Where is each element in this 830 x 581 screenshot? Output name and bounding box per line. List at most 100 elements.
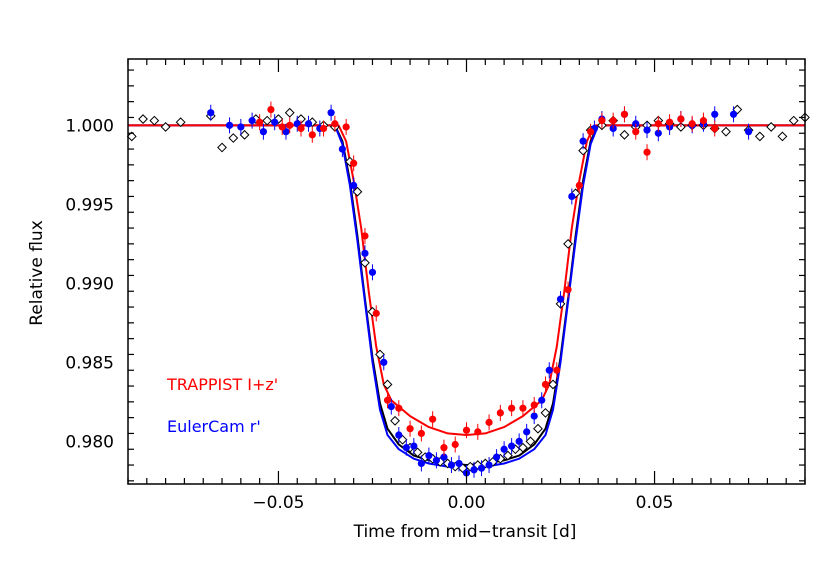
data-point bbox=[327, 109, 335, 117]
data-point bbox=[256, 118, 264, 126]
data-point bbox=[440, 444, 448, 452]
data-point-diamond bbox=[570, 188, 581, 199]
data-point-diamond bbox=[412, 447, 423, 458]
data-point bbox=[440, 453, 448, 461]
data-point bbox=[711, 124, 719, 133]
data-point bbox=[286, 121, 294, 129]
data-point bbox=[545, 366, 553, 374]
data-point bbox=[319, 124, 328, 133]
data-point bbox=[654, 120, 662, 128]
data-point-diamond bbox=[382, 379, 393, 390]
data-point bbox=[395, 431, 403, 439]
data-point bbox=[609, 117, 617, 125]
data-point bbox=[485, 418, 493, 426]
data-point bbox=[410, 442, 418, 450]
y-tick-label: 0.980 bbox=[65, 432, 114, 452]
data-point bbox=[350, 181, 358, 189]
data-point bbox=[530, 412, 538, 420]
data-point bbox=[350, 159, 358, 167]
data-point bbox=[297, 124, 305, 133]
data-point bbox=[267, 105, 275, 114]
data-point bbox=[338, 145, 346, 153]
data-point-diamond bbox=[721, 126, 731, 137]
data-point bbox=[425, 451, 433, 460]
data-point bbox=[556, 295, 565, 303]
data-point bbox=[643, 126, 651, 134]
data-point-diamond bbox=[138, 114, 148, 124]
data-point bbox=[541, 380, 550, 389]
axes: −0.05 0.00 0.05 0.980 0.985 0.990 0.995 1.000 bbox=[65, 58, 806, 513]
data-point bbox=[688, 120, 696, 128]
data-point bbox=[496, 409, 504, 417]
x-axis-title: Time from mid−transit [d] bbox=[353, 522, 577, 542]
data-point bbox=[632, 128, 640, 136]
data-point bbox=[666, 118, 674, 126]
data-point bbox=[417, 429, 425, 438]
data-point bbox=[237, 123, 245, 131]
data-point bbox=[402, 444, 410, 452]
data-point-diamond bbox=[540, 407, 551, 418]
data-point bbox=[361, 249, 369, 257]
data-point bbox=[331, 120, 339, 128]
data-point bbox=[259, 128, 267, 136]
data-point-diamond bbox=[732, 104, 743, 115]
data-point bbox=[474, 428, 482, 436]
data-point-diamond bbox=[262, 115, 273, 126]
data-point bbox=[462, 426, 471, 434]
data-point bbox=[485, 461, 493, 469]
data-point bbox=[523, 428, 531, 436]
data-point bbox=[579, 137, 587, 145]
x-tick-label: −0.05 bbox=[252, 493, 304, 513]
data-point bbox=[304, 120, 313, 128]
data-point-diamond bbox=[533, 423, 543, 434]
y-tick-label: 1.000 bbox=[65, 116, 114, 136]
data-point bbox=[225, 121, 234, 129]
data-point bbox=[568, 192, 576, 201]
data-point bbox=[500, 445, 508, 453]
data-point bbox=[477, 464, 486, 472]
data-point bbox=[530, 401, 538, 409]
data-point bbox=[564, 286, 572, 294]
data-point bbox=[508, 404, 516, 412]
data-point bbox=[387, 402, 395, 411]
data-point bbox=[380, 358, 388, 366]
data-point-diamond bbox=[619, 129, 630, 140]
data-point bbox=[538, 396, 546, 404]
legend-entry: TRAPPIST I+z' bbox=[166, 375, 278, 394]
y-axis-title: Relative flux bbox=[27, 220, 47, 326]
legend-entry: EulerCam r' bbox=[167, 417, 261, 436]
x-tick-label: 0.05 bbox=[636, 493, 674, 513]
data-point-diamond bbox=[525, 436, 536, 447]
data-point bbox=[372, 309, 380, 317]
model-curve bbox=[128, 124, 805, 466]
data-point bbox=[248, 117, 256, 125]
data-point bbox=[620, 110, 629, 118]
data-point-diamond bbox=[563, 238, 573, 249]
data-point bbox=[406, 425, 414, 433]
data-points bbox=[126, 101, 810, 481]
data-point-diamond bbox=[284, 107, 295, 118]
data-point bbox=[368, 268, 377, 276]
legend: TRAPPIST I+z' EulerCam r' bbox=[166, 375, 278, 436]
y-tick-label: 0.995 bbox=[65, 195, 114, 215]
data-point bbox=[677, 115, 685, 123]
data-point bbox=[417, 459, 425, 468]
data-point bbox=[207, 109, 215, 117]
data-point bbox=[515, 437, 523, 445]
data-point-diamond bbox=[502, 450, 513, 461]
data-point-diamond bbox=[548, 379, 558, 390]
data-point-diamond bbox=[149, 115, 160, 126]
data-point-diamond bbox=[352, 186, 363, 197]
data-point bbox=[598, 117, 606, 125]
data-point-diamond bbox=[518, 442, 528, 453]
data-point-diamond bbox=[217, 142, 227, 153]
data-point-diamond bbox=[578, 145, 589, 156]
data-point bbox=[455, 459, 463, 468]
data-point bbox=[508, 442, 516, 450]
data-point bbox=[395, 404, 403, 412]
data-point-diamond bbox=[228, 133, 239, 143]
data-point-diamond bbox=[160, 122, 171, 132]
data-point bbox=[383, 396, 392, 404]
data-point bbox=[342, 123, 350, 131]
